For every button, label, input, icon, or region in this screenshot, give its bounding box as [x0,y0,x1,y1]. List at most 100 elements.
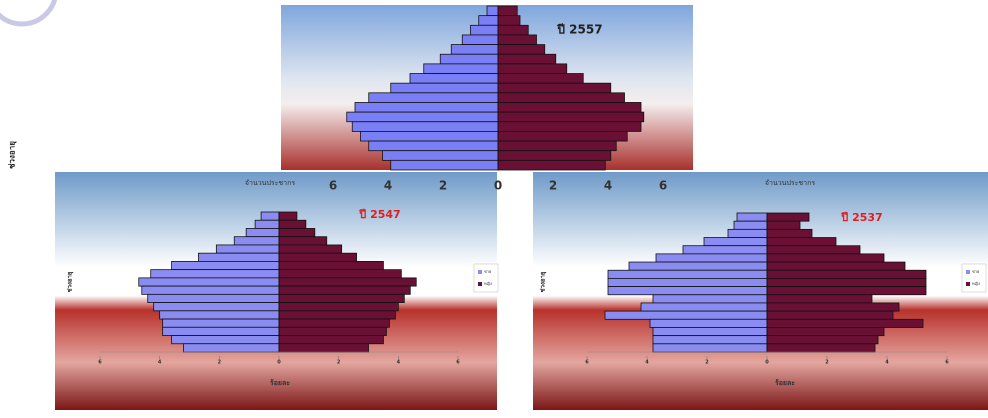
bar [278,228,316,238]
x-axis-label: ร้อยละ [270,378,290,387]
bar [450,44,499,55]
bar [215,244,280,254]
bar [766,310,894,320]
bar [159,310,280,320]
chart-title: ปี 2547 [358,208,401,221]
bar [497,150,612,161]
x-tick-label: 2 [549,179,557,193]
bar [198,252,280,262]
chart-subtitle: จำนวนประชากร [245,179,295,187]
bar [368,92,499,103]
bar [278,335,384,345]
bar [147,293,280,303]
chart-title: ปี 2537 [840,211,883,224]
bar [497,159,606,171]
bar [703,237,768,247]
legend-swatch [478,270,482,274]
bar [628,261,768,271]
bar [278,302,399,312]
bar [278,269,402,279]
bar [497,34,537,45]
x-tick-label: 0 [277,360,281,366]
bar [655,253,768,263]
bar [278,277,417,287]
bar [278,236,328,246]
bar [649,318,768,328]
bar [497,92,625,103]
x-axis-label: ร้อยละ [775,378,795,387]
bar [150,269,280,279]
bar [736,212,768,222]
bar [652,343,768,353]
x-tick-label: 4 [645,360,649,366]
bar [278,244,343,254]
x-tick-label: 2 [825,360,829,366]
bar [171,261,280,271]
x-tick-label: 2 [218,360,222,366]
bar [278,343,369,353]
chart-title: ปี 2557 [557,23,603,37]
y-axis-label: ช่วงอายุ [8,141,18,169]
bar [486,5,499,17]
x-tick-label: 0 [765,360,769,366]
bar [766,335,879,345]
bar [478,15,499,26]
bar [766,261,906,271]
bar [766,269,927,279]
bar [497,15,521,26]
bar [278,293,405,303]
bar [682,245,768,255]
legend-swatch [966,282,970,286]
x-tick-label: 4 [885,360,889,366]
bar [497,102,642,113]
bar [278,285,411,295]
bar [497,73,584,84]
bar [766,343,876,353]
bar [497,140,617,152]
x-tick-label: 6 [585,360,589,366]
x-tick-label: 6 [98,360,102,366]
bar [138,277,280,287]
bar [766,253,885,263]
x-tick-label: 4 [604,179,612,193]
x-tick-label: 2 [705,360,709,366]
legend-swatch [478,282,482,286]
bar [766,245,861,255]
bar [245,228,280,238]
bar [171,335,280,345]
bar [141,285,280,295]
bar [766,278,927,287]
bar [497,5,518,17]
bar [153,302,280,312]
bar [278,318,390,328]
bar [497,63,568,74]
bar [368,140,499,152]
bar [390,159,499,171]
bar [346,111,499,123]
x-tick-label: 6 [456,360,460,366]
bar [766,302,900,312]
legend-label: หญิง [484,281,492,286]
bar [162,326,280,336]
bar [351,121,499,132]
bar [497,53,557,65]
bar [640,302,768,312]
bar [766,220,801,230]
x-tick-label: 6 [329,179,337,193]
x-tick-label: 2 [439,179,447,193]
bar [409,73,499,84]
bar [497,24,529,36]
bar [607,269,768,279]
bar [278,261,384,271]
bar [439,53,499,65]
bar [360,131,499,142]
bar [766,327,885,337]
bar [497,131,628,142]
bar [461,34,499,45]
bar [604,310,768,320]
bar [497,44,546,55]
x-tick-label: 2 [337,360,341,366]
bar [183,343,280,353]
bar [652,294,768,304]
